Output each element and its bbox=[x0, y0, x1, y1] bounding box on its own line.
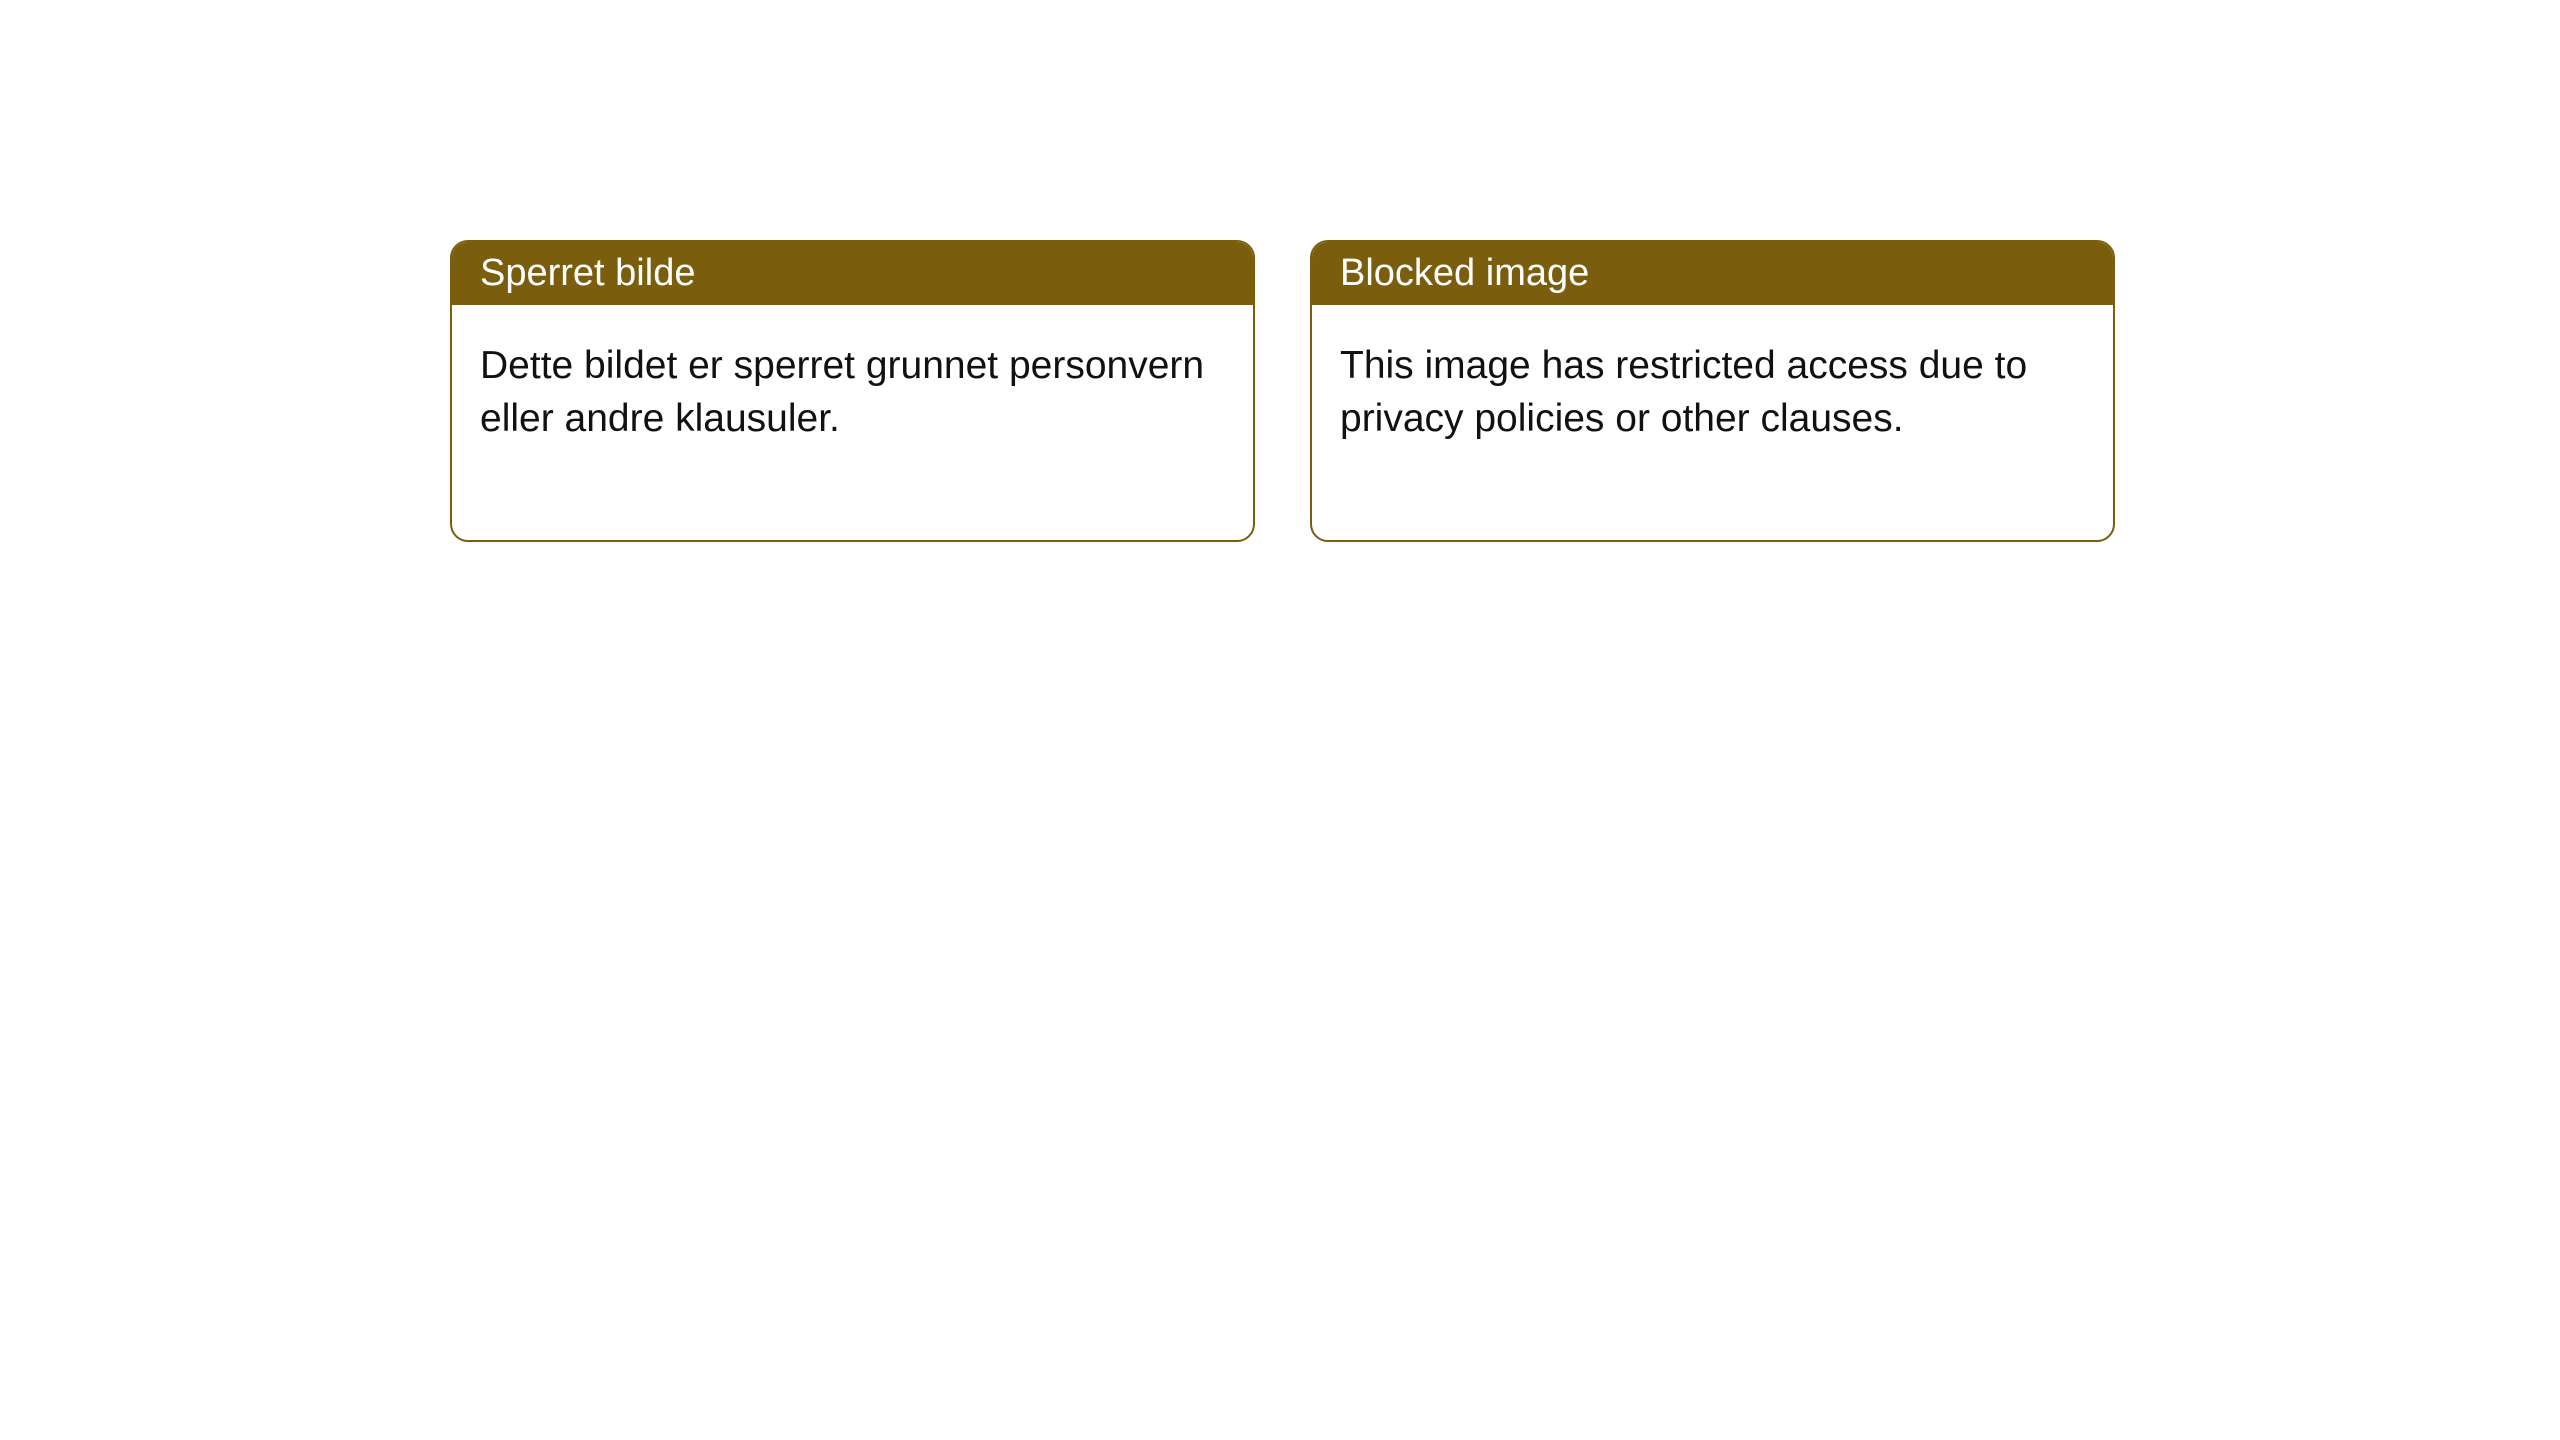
card-title: Blocked image bbox=[1340, 252, 1589, 294]
card-header: Sperret bilde bbox=[452, 242, 1253, 305]
card-body-text: Dette bildet er sperret grunnet personve… bbox=[480, 344, 1204, 440]
notice-container: Sperret bilde Dette bildet er sperret gr… bbox=[0, 0, 2560, 542]
notice-card-english: Blocked image This image has restricted … bbox=[1310, 240, 2115, 542]
card-body-text: This image has restricted access due to … bbox=[1340, 344, 2027, 440]
card-body: This image has restricted access due to … bbox=[1312, 305, 2113, 540]
card-body: Dette bildet er sperret grunnet personve… bbox=[452, 305, 1253, 540]
card-header: Blocked image bbox=[1312, 242, 2113, 305]
card-title: Sperret bilde bbox=[480, 252, 695, 294]
notice-card-norwegian: Sperret bilde Dette bildet er sperret gr… bbox=[450, 240, 1255, 542]
